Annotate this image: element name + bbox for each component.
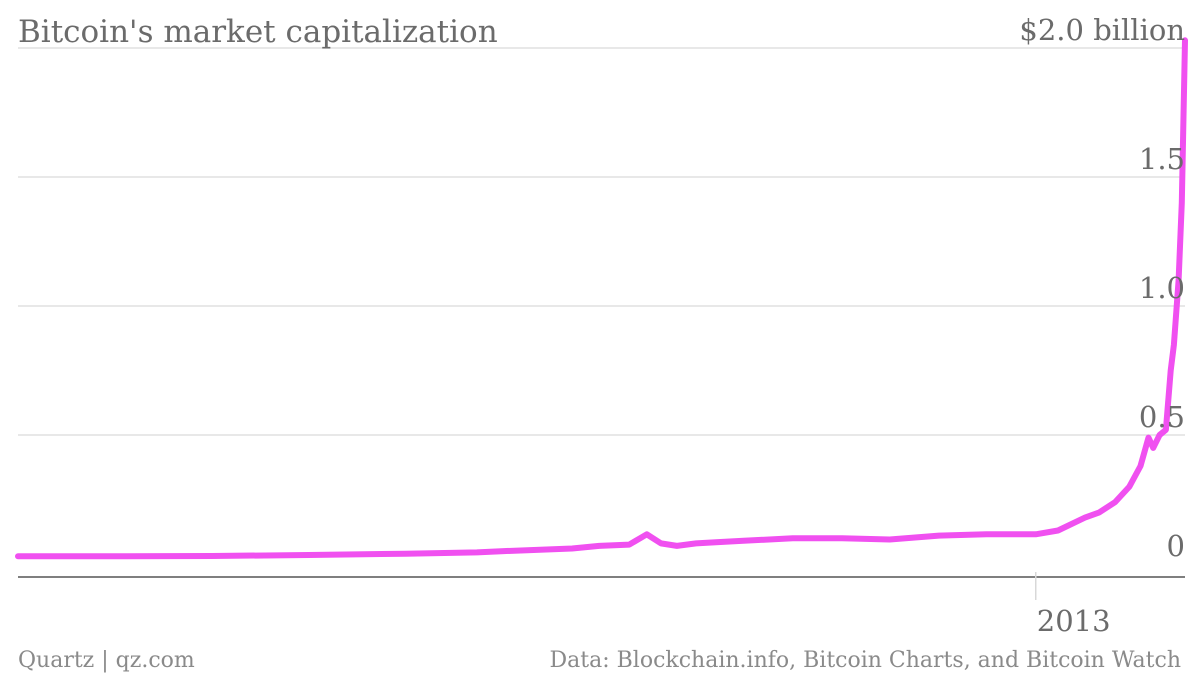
y-tick-label: 1.5 [1139, 142, 1185, 176]
series-layer [15, 37, 1188, 560]
x-tick-label: 2013 [1037, 604, 1111, 638]
series-line [15, 37, 1188, 560]
y-tick-label: 0.5 [1139, 400, 1185, 434]
y-tick-labels: $2.0 billion 1.5 1.0 0.5 0 [1019, 13, 1185, 563]
chart-title: Bitcoin's market capitalization [18, 14, 498, 50]
gridlines [18, 47, 1185, 436]
y-tick-label: $2.0 billion [1019, 13, 1185, 47]
x-tick-labels: 2013 [1035, 572, 1111, 638]
y-tick-label: 1.0 [1139, 271, 1185, 305]
footer-source-right: Data: Blockchain.info, Bitcoin Charts, a… [550, 648, 1181, 673]
footer-source-left: Quartz | qz.com [18, 648, 195, 673]
y-tick-label: 0 [1167, 529, 1185, 563]
